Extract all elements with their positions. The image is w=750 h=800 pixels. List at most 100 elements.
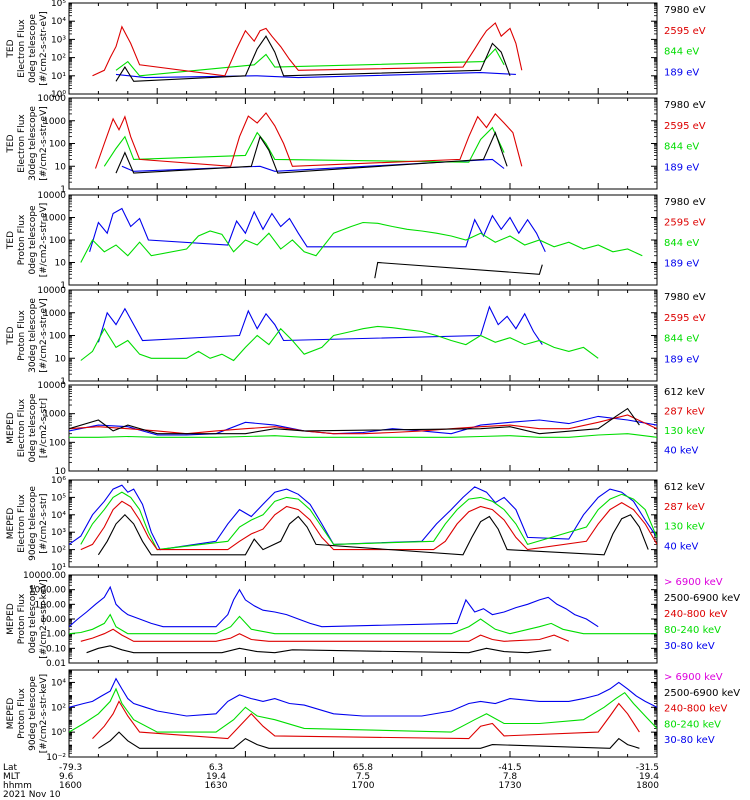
legend-entry: 130 keV — [664, 522, 705, 533]
legend-entry: 80-240 keV — [664, 625, 721, 636]
y-tick-label: 10⁶ — [51, 476, 66, 486]
series-line-7980-ev — [115, 35, 511, 82]
footer-row-value: -41.5 — [498, 763, 521, 773]
y-tick-label: 0.01 — [46, 659, 66, 669]
footer-axis-labels: 2021 Nov 10 Lat -79.3 6.3 65.8 -41.5 -31.5 MLT… — [3, 763, 659, 800]
y-axis-label-line: [#/cm2-s-str-keV] — [39, 579, 49, 658]
panel-frame — [68, 194, 658, 286]
footer-row-value: 1800 — [636, 781, 659, 791]
series-line-2595-ev — [94, 112, 523, 169]
y-axis-label-line: MEPED — [6, 698, 16, 730]
y-tick-label: 10 — [55, 354, 67, 364]
series-line-2500-6900-kev — [86, 645, 552, 654]
legend-entry: 2595 eV — [664, 26, 706, 37]
panel-frame — [68, 97, 658, 190]
y-tick-label: 10⁰ — [51, 728, 66, 738]
y-tick-label: 10000 — [37, 286, 66, 296]
y-tick-label: 100.00 — [35, 600, 67, 610]
series-line-7980-ev — [115, 131, 508, 174]
y-tick-label: 10⁴ — [51, 17, 66, 27]
legend-entry: > 6900 keV — [664, 672, 723, 683]
y-tick-label: 100 — [49, 332, 66, 342]
y-tick-label: 10⁰ — [51, 90, 66, 100]
series-line-240-800-kev — [92, 700, 640, 740]
series-line-189-ev — [115, 72, 516, 79]
y-tick-label: 100 — [49, 236, 66, 246]
y-axis-label-line: MEPED — [6, 412, 16, 444]
legend-entry: 189 eV — [664, 67, 699, 78]
footer-row-value: -79.3 — [59, 763, 82, 773]
legend-entry: 30-80 keV — [664, 641, 715, 652]
panel-7: 0.01 0.10 1.00 10.00 100.00 1000.00 10000.00 ME… — [6, 571, 740, 669]
y-tick-label: 10 — [55, 162, 67, 172]
panel-4: 1 10 100 1000 10000 TED Proton Flux 30deg teles… — [6, 286, 706, 387]
legend-entry: 189 eV — [664, 354, 699, 365]
legend-entry: 7980 eV — [664, 197, 706, 208]
legend-entry: 40 keV — [664, 541, 698, 552]
legend-entry: 2500-6900 keV — [664, 593, 740, 604]
series-line-189-ev — [97, 305, 543, 345]
y-axis-label-line: [#/cm2-s-str] — [39, 493, 49, 553]
y-axis-label-line: 0deg telescope — [28, 393, 38, 463]
footer-row-value: 1730 — [499, 781, 522, 791]
y-tick-label: 10000.00 — [23, 571, 66, 581]
series-line-30-80-kev — [69, 585, 599, 628]
series-group — [69, 677, 657, 749]
legend-entry: 7980 eV — [664, 100, 706, 111]
y-axis-label-line: MEPED — [6, 603, 16, 635]
legend-entry: 2595 eV — [664, 313, 706, 324]
panel-5: 10 100 1000 10000 MEPED Electron Flux 0deg tel… — [6, 381, 705, 477]
y-tick-label: 10 — [55, 467, 67, 477]
y-axis-label-line: [#/cm2-s-str] — [39, 398, 49, 458]
y-axis-label-line: 30deg telescope — [28, 298, 38, 373]
footer-date: 2021 Nov 10 — [3, 790, 61, 800]
y-axis-label-line: 0deg telescope — [28, 14, 38, 84]
legend-entry: 7980 eV — [664, 292, 706, 303]
footer-row-value: 1630 — [205, 781, 228, 791]
panel-8: 10⁻² 10⁰ 10² 10⁴ MEPED Proton Flux 90deg teles… — [6, 669, 740, 763]
series-line-844-ev — [80, 221, 643, 263]
footer-row-label: hhmm — [3, 781, 32, 791]
y-tick-label: 10⁵ — [51, 0, 66, 9]
series-line-189-ev — [89, 207, 546, 253]
legend-entry: 612 keV — [664, 482, 705, 493]
footer-row-value: 6.3 — [209, 763, 223, 773]
y-tick-label: 1000 — [43, 309, 66, 319]
y-tick-label: 10² — [51, 703, 66, 713]
series-line-2595-ev — [92, 22, 523, 77]
series-line-30-80-kev — [69, 677, 657, 717]
footer-row-value: 19.4 — [206, 772, 226, 782]
y-axis-label-line: [#/cm2-s-str-eV] — [39, 298, 49, 373]
footer-row-value: -31.5 — [636, 763, 659, 773]
legend-entry: 844 eV — [664, 238, 699, 249]
y-axis-label-line: Electron Flux — [17, 114, 27, 173]
y-tick-label: 10² — [51, 54, 66, 64]
panel-6: 10¹ 10² 10³ 10⁴ 10⁵ 10⁶ MEPED Electron Flux 90de… — [6, 476, 705, 573]
y-axis-label-line: Proton Flux — [17, 593, 27, 644]
footer-row-value: 19.4 — [639, 772, 659, 782]
y-axis-label-line: [#/cm2-s-str-eV] — [39, 203, 49, 278]
y-tick-label: 10000 — [37, 191, 66, 201]
y-axis-label-line: TED — [6, 231, 16, 250]
series-group — [69, 585, 657, 654]
legend-entry: 130 keV — [664, 426, 705, 437]
legend-entry: 2500-6900 keV — [664, 688, 740, 699]
y-axis-label-line: [#/cm2-s-str-keV] — [39, 674, 49, 753]
y-tick-label: 1000 — [43, 214, 66, 224]
panel-frame — [68, 289, 658, 382]
footer-row-value: 7.5 — [356, 772, 370, 782]
footer-row-label: MLT — [3, 772, 21, 782]
y-tick-label: 1000.00 — [29, 586, 66, 596]
y-tick-label: 10³ — [51, 528, 66, 538]
y-tick-label: 10² — [51, 546, 66, 556]
legend-entry: 612 keV — [664, 387, 705, 398]
legend-entry: 287 keV — [664, 407, 705, 418]
y-tick-label: 1000 — [43, 410, 66, 420]
y-axis-label-line: 0deg telescope — [28, 584, 38, 654]
y-axis-label-line: TED — [6, 326, 16, 345]
y-tick-label: 1 — [60, 377, 66, 387]
y-axis-label-line: Proton Flux — [17, 214, 27, 265]
series-line-844-ev — [80, 325, 599, 362]
y-axis-label-line: Proton Flux — [17, 310, 27, 361]
panel-frame — [68, 479, 658, 568]
